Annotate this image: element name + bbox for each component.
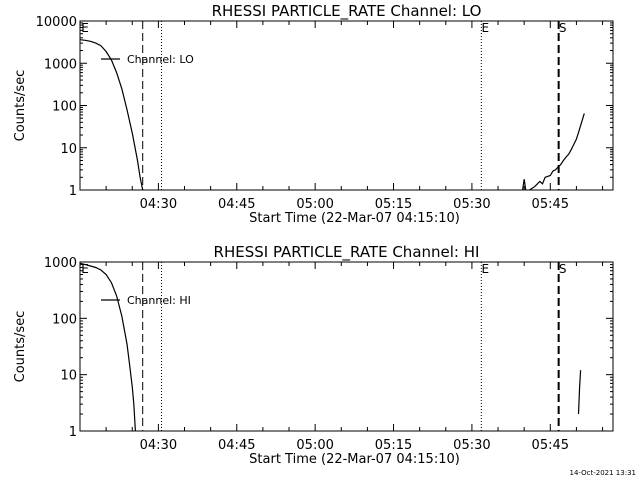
plot-frame xyxy=(79,261,614,432)
legend-label: Channel: HI xyxy=(127,294,191,307)
x-tick-label: 05:00 xyxy=(296,438,333,453)
y-tick-label: 1 xyxy=(69,425,77,440)
event-marker-label: E xyxy=(482,262,490,276)
y-tick-label: 10 xyxy=(60,142,77,157)
y-tick-label: 100 xyxy=(52,100,77,115)
y-tick-label: 10 xyxy=(60,369,77,384)
y-tick-label: 1 xyxy=(69,184,77,199)
event-marker-label: S xyxy=(559,262,567,276)
series-line xyxy=(79,262,136,432)
x-tick-label: 04:30 xyxy=(140,197,177,212)
x-axis-label: Start Time (22-Mar-07 04:15:10) xyxy=(249,211,460,226)
series-line xyxy=(79,39,144,191)
footer-timestamp: 14-Oct-2021 13:31 xyxy=(569,469,636,477)
chart-hi: RHESSI PARTICLE_RATE Channel: HI 1 10 100 10… xyxy=(13,243,614,467)
y-tick-label: 100 xyxy=(52,312,77,327)
series-line xyxy=(577,370,582,415)
x-tick-label: 05:15 xyxy=(375,197,412,212)
y-tick-label: 1000 xyxy=(44,57,77,72)
event-marker-label: S xyxy=(559,21,567,35)
event-marker-label: E xyxy=(81,21,89,35)
x-axis-label: Start Time (22-Mar-07 04:15:10) xyxy=(249,452,460,467)
x-tick-label: 05:45 xyxy=(532,438,569,453)
x-tick-label: 05:45 xyxy=(532,197,569,212)
y-tick-label: 1000 xyxy=(44,256,77,271)
x-tick-label: 04:30 xyxy=(140,438,177,453)
y-axis-label: Counts/sec xyxy=(13,70,28,142)
x-tick-label: 04:45 xyxy=(218,197,255,212)
x-tick-label: 05:30 xyxy=(453,438,490,453)
chart-title: RHESSI PARTICLE_RATE Channel: HI xyxy=(214,243,480,262)
plot-frame xyxy=(79,20,614,191)
chart-lo: RHESSI PARTICLE_RATE Channel: LO 1 10 100 10… xyxy=(13,2,614,226)
y-axis-label: Counts/sec xyxy=(13,311,28,383)
event-marker-label: E xyxy=(482,21,490,35)
x-tick-label: 05:30 xyxy=(453,197,490,212)
series-line xyxy=(522,179,527,191)
series-line xyxy=(529,113,585,191)
legend-label: Channel: LO xyxy=(127,53,194,66)
event-marker-label: E xyxy=(81,262,89,276)
y-tick-label: 10000 xyxy=(36,15,77,30)
x-tick-label: 05:00 xyxy=(296,197,333,212)
x-tick-label: 04:45 xyxy=(218,438,255,453)
x-tick-label: 05:15 xyxy=(375,438,412,453)
chart-title: RHESSI PARTICLE_RATE Channel: LO xyxy=(212,2,482,21)
